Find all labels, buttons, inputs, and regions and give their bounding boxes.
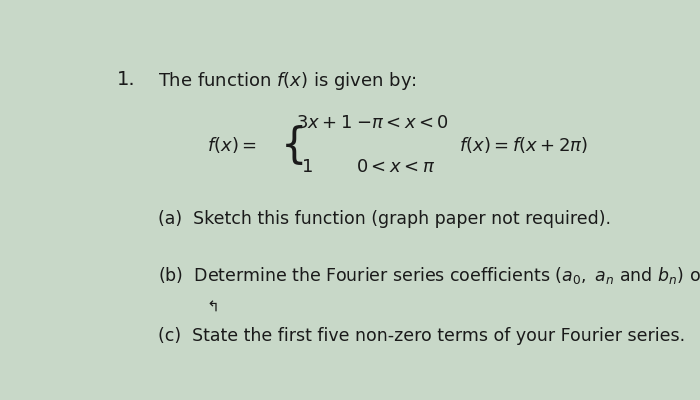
Text: $\{$: $\{$ xyxy=(280,123,303,167)
Text: $1$: $1$ xyxy=(301,158,312,176)
Text: $f(x) = f(x + 2\pi)$: $f(x) = f(x + 2\pi)$ xyxy=(459,135,588,155)
Text: $3x + 1$: $3x + 1$ xyxy=(296,114,352,132)
Text: (a)  Sketch this function (graph paper not required).: (a) Sketch this function (graph paper no… xyxy=(158,210,611,228)
Text: (b)  Determine the Fourier series coefficients $(a_0,\ a_n$ and $b_n)$ of $f(x)$: (b) Determine the Fourier series coeffic… xyxy=(158,265,700,286)
Text: (c)  State the first five non-zero terms of your Fourier series.: (c) State the first five non-zero terms … xyxy=(158,327,685,345)
Text: $\mathsf{\Lsh}$: $\mathsf{\Lsh}$ xyxy=(204,299,218,314)
Text: $-\pi < x < 0$: $-\pi < x < 0$ xyxy=(356,114,449,132)
Text: The function $f(x)$ is given by:: The function $f(x)$ is given by: xyxy=(158,70,416,92)
Text: $0 < x < \pi$: $0 < x < \pi$ xyxy=(356,158,435,176)
Text: $f(x) = $: $f(x) = $ xyxy=(207,135,256,155)
Text: 1.: 1. xyxy=(118,70,136,88)
